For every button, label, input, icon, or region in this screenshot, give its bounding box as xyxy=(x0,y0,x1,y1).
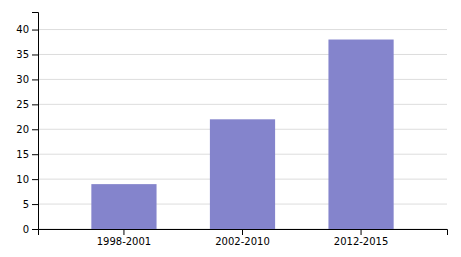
tick: 10 xyxy=(16,174,38,185)
axis-line xyxy=(39,230,448,236)
plot-area: 0 5 10 15 20 25 30 35 40 1998-2001 2002-2010 2012-2… xyxy=(16,13,447,248)
bar xyxy=(91,184,156,229)
tick-label: 15 xyxy=(16,149,29,160)
x-axis: 1998-2001 2002-2010 2012-2015 xyxy=(39,229,448,247)
tick-label: 10 xyxy=(16,174,29,185)
tick-mark xyxy=(32,204,38,205)
tick-mark xyxy=(32,104,38,105)
tick-mark xyxy=(32,54,38,55)
tick-mark xyxy=(32,79,38,80)
tick-mark xyxy=(32,229,38,230)
tick: 5 xyxy=(23,199,38,210)
tick-label: 2002-2010 xyxy=(215,236,270,247)
axis-line xyxy=(32,13,39,230)
tick-label: 0 xyxy=(23,224,29,235)
tick: 35 xyxy=(16,49,38,60)
tick-label: 35 xyxy=(16,49,29,60)
tick-mark xyxy=(32,30,38,31)
tick-label: 1998-2001 xyxy=(97,236,152,247)
tick: 20 xyxy=(16,124,38,135)
tick: 40 xyxy=(16,24,38,35)
tick-label: 5 xyxy=(23,199,29,210)
tick: 30 xyxy=(16,74,38,85)
tick-mark xyxy=(32,129,38,130)
tick-mark xyxy=(242,229,243,235)
tick: 0 xyxy=(23,224,38,235)
tick: 2002-2010 xyxy=(215,229,270,247)
bar xyxy=(328,40,393,229)
tick-label: 25 xyxy=(16,99,29,110)
tick-mark xyxy=(361,229,362,235)
bars xyxy=(91,40,393,229)
bar xyxy=(210,119,275,229)
tick-label: 30 xyxy=(16,74,29,85)
tick-mark xyxy=(32,179,38,180)
tick: 1998-2001 xyxy=(97,229,152,247)
y-axis: 0 5 10 15 20 25 30 35 40 xyxy=(16,13,38,235)
grid-line xyxy=(38,29,447,30)
tick-label: 2012-2015 xyxy=(334,236,389,247)
tick: 25 xyxy=(16,99,38,110)
chart: 0 5 10 15 20 25 30 35 40 1998-2001 2002-2010 2012-2… xyxy=(0,0,461,257)
tick-label: 20 xyxy=(16,124,29,135)
tick: 2012-2015 xyxy=(334,229,389,247)
tick-label: 40 xyxy=(16,24,29,35)
tick-mark xyxy=(32,154,38,155)
tick-mark xyxy=(123,229,124,235)
tick: 15 xyxy=(16,149,38,160)
grid xyxy=(38,30,447,229)
